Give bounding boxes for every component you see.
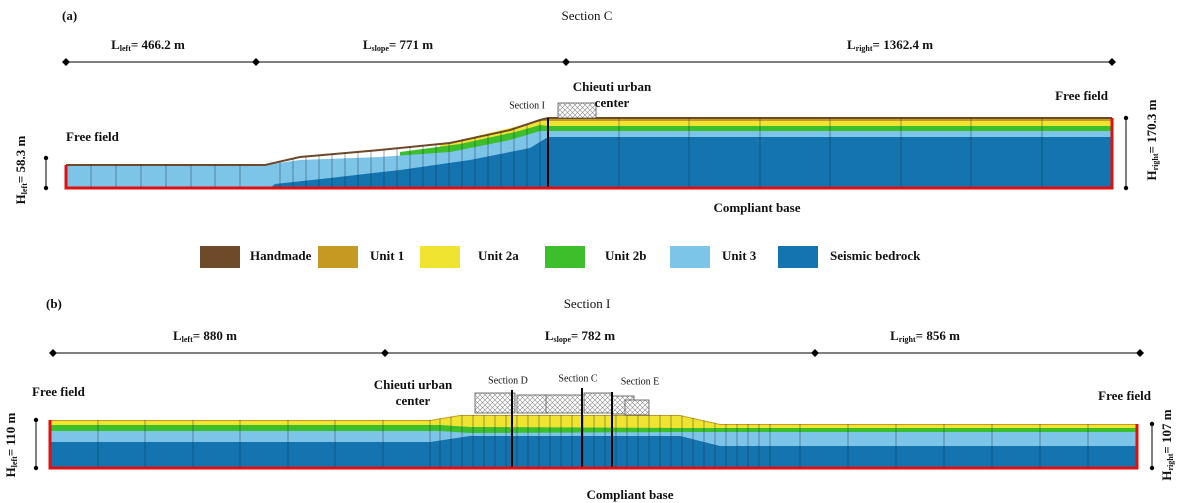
dimension-tick [1108,58,1116,66]
subscript: left [10,456,19,467]
dimension-tick [49,349,57,357]
urban-center: Chieuti urban [374,377,453,392]
section-label: Section E [621,376,660,387]
building [584,393,612,413]
free-field: Free field [1055,88,1109,103]
base-label: Compliant base [586,487,673,502]
value: = 880 m [193,328,237,343]
free-field: Free field [1098,388,1152,403]
panel-label: (a) [62,8,77,23]
symbol: L [173,328,182,343]
value: = 107 m [1159,409,1174,453]
value: = 782 m [571,328,615,343]
legend-swatch [200,246,240,268]
dimension-label: Lslope= 782 m [545,328,615,344]
legend-label: Unit 1 [370,248,404,263]
building [517,395,547,413]
section-label: Section I [509,100,545,111]
height-label: Hleft= 58.3 m [13,135,29,204]
urban-center: Chieuti urban [573,79,652,94]
value: = 170.3 m [1144,99,1159,153]
figure: (a)Section CLleft= 466.2 mLslope= 771 mL… [0,0,1177,503]
symbol: L [890,328,899,343]
subscript: right [1166,453,1175,470]
legend-swatch [420,246,460,268]
value: = 110 m [3,412,18,456]
legend-swatch [545,246,585,268]
building [475,393,515,413]
symbol: H [1159,471,1174,481]
dimension-tick [1136,349,1144,357]
symbol: H [13,194,28,204]
symbol: H [3,467,18,477]
free-field: Free field [66,129,120,144]
dimension-label: Lleft= 466.2 m [111,37,185,53]
legend-swatch [670,246,710,268]
subscript: right [899,335,916,344]
building [625,400,649,415]
legend-label: Seismic bedrock [830,248,921,263]
subscript: slope [372,44,390,53]
symbol: L [111,37,120,52]
value: = 466.2 m [131,37,185,52]
urban-center: center [396,393,431,408]
building [546,395,582,413]
legend-label: Unit 2b [605,248,647,263]
dimension-label: Lleft= 880 m [173,328,237,344]
panel-title: Section C [562,8,613,23]
dimension-tick [381,349,389,357]
legend-label: Handmade [250,248,312,263]
dimension-label: Lright= 1362.4 m [847,37,933,53]
building [558,103,596,118]
dimension-tick [562,58,570,66]
value: = 58.3 m [13,135,28,183]
legend-swatch [318,246,358,268]
value: = 856 m [916,328,960,343]
subscript: slope [554,335,572,344]
legend-swatch [778,246,818,268]
height-label: Hright= 107 m [1159,409,1175,480]
symbol: L [363,37,372,52]
height-label: Hright= 170.3 m [1144,99,1160,180]
base-label: Compliant base [713,200,800,215]
subscript: right [1151,153,1160,170]
urban-center: center [595,95,630,110]
dimension-tick [62,58,70,66]
panel-label: (b) [46,296,62,311]
free-field: Free field [32,384,86,399]
section-label: Section D [488,375,528,386]
panel-title: Section I [564,296,611,311]
subscript: left [120,44,131,53]
dimension-label: Lright= 856 m [890,328,960,344]
section-label: Section C [558,373,597,384]
symbol: L [545,328,554,343]
symbol: L [847,37,856,52]
dimension-label: Lslope= 771 m [363,37,433,53]
dimension-tick [811,349,819,357]
geology [50,118,1137,468]
value: = 1362.4 m [873,37,934,52]
legend-label: Unit 2a [478,248,519,263]
subscript: left [20,183,29,194]
value: = 771 m [389,37,433,52]
dimension-tick [252,58,260,66]
subscript: right [856,44,873,53]
subscript: left [182,335,193,344]
symbol: H [1144,170,1159,180]
legend-label: Unit 3 [722,248,757,263]
height-label: Hleft= 110 m [3,412,19,477]
